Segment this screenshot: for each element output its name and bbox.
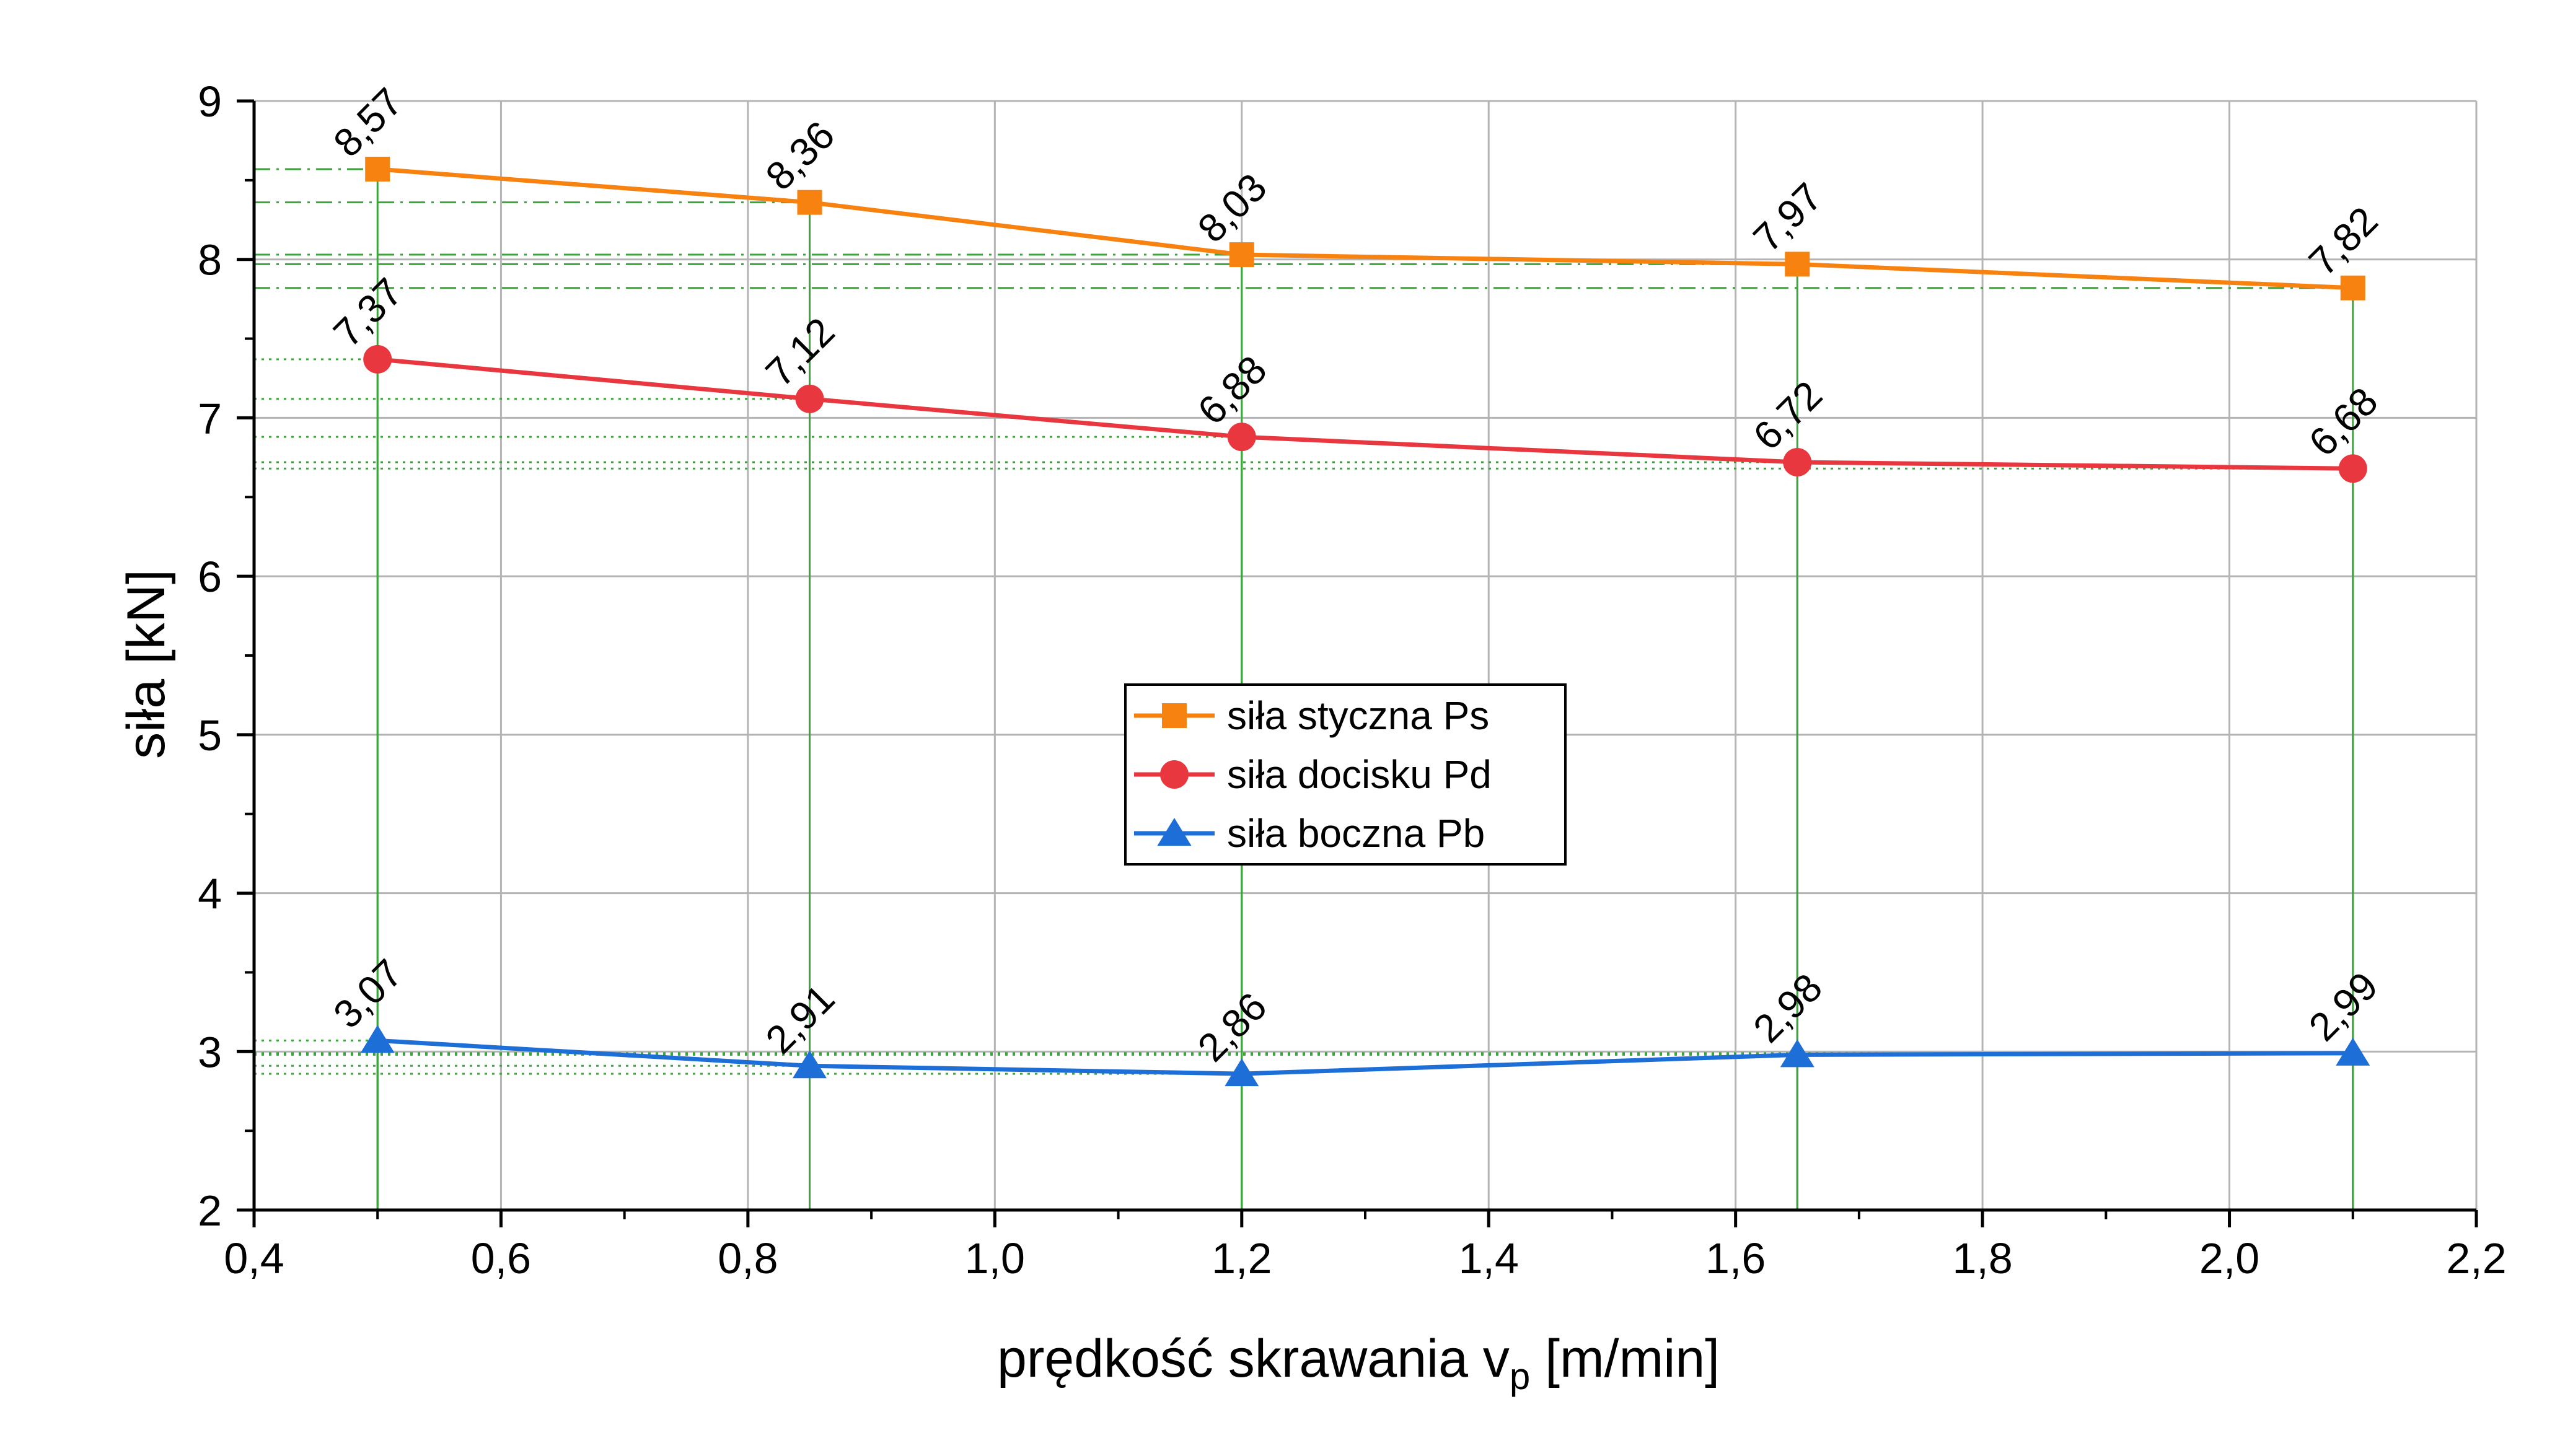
series-line-1	[377, 167, 2353, 291]
data-label: 6,88	[1189, 347, 1275, 433]
data-label: 7,37	[325, 270, 411, 356]
data-point-triangle	[1780, 1039, 1814, 1068]
data-label: 7,97	[1744, 174, 1831, 260]
grid-layer	[253, 100, 2478, 1211]
x-tick-label: 2,0	[2199, 1234, 2259, 1283]
y-tick-label: 2	[198, 1186, 222, 1235]
x-axis-title: prędkość skrawania vp [m/min]	[997, 1329, 1720, 1397]
x-tick-label: 1,8	[1952, 1234, 2012, 1283]
series-line-2	[377, 357, 2353, 471]
data-point-square	[1785, 252, 1810, 277]
x-tick-label: 0,6	[471, 1234, 531, 1283]
x-tick-label: 1,4	[1459, 1234, 1519, 1283]
data-point-circle	[1783, 448, 1812, 477]
data-label: 7,82	[2300, 198, 2386, 284]
y-tick-label: 4	[198, 870, 222, 918]
data-label: 8,03	[1189, 165, 1275, 251]
x-tick-label: 2,2	[2446, 1234, 2506, 1283]
data-label: 7,12	[757, 309, 843, 395]
data-point-square	[1229, 242, 1254, 268]
legend-marker-square	[1162, 703, 1187, 728]
data-point-circle	[363, 344, 392, 374]
data-point-triangle	[1225, 1058, 1259, 1087]
data-point-square	[2340, 275, 2365, 300]
data-point-circle	[1227, 423, 1256, 452]
data-point-triangle	[360, 1025, 395, 1053]
data-label: 2,86	[1189, 984, 1275, 1070]
series-layer	[360, 156, 2370, 1087]
data-point-square	[365, 156, 390, 182]
data-point-circle	[2338, 454, 2367, 483]
legend-label: siła boczna Pb	[1227, 811, 1485, 856]
data-label: 3,07	[325, 950, 411, 1037]
data-labels-layer: 8,57 8,36 8,03 7,97 7,82 7,37 7,12 6,88 6,72 6,68…	[325, 79, 2386, 1070]
y-tick-label: 8	[198, 236, 222, 284]
axes-layer: 0,4 0,6 0,8 1,0 1,2 1,4 1,6 1,8 2,0 2,2 2 3 4 5 6 7 8 9	[198, 77, 2507, 1283]
legend-label: siła styczna Ps	[1227, 693, 1489, 738]
y-axis-title: siła [kN]	[117, 569, 176, 759]
y-tick-label: 5	[198, 711, 222, 760]
legend: siła styczna Ps siła docisku Pd siła boczn…	[1124, 683, 1567, 866]
data-point-triangle	[2336, 1037, 2370, 1066]
data-point-circle	[795, 384, 824, 413]
legend-marker-circle	[1160, 760, 1189, 789]
y-tick-label: 7	[198, 394, 222, 442]
x-tick-label: 1,0	[965, 1234, 1025, 1283]
x-axis-title-unit: [m/min]	[1530, 1329, 1720, 1388]
legend-label: siła docisku Pd	[1227, 752, 1492, 797]
x-tick-label: 0,4	[224, 1234, 284, 1283]
x-axis-title-subscript: p	[1510, 1356, 1530, 1397]
data-label: 2,99	[2300, 963, 2386, 1050]
data-label: 2,91	[757, 976, 843, 1062]
series-line-3	[377, 1038, 2353, 1076]
data-label: 2,98	[1744, 965, 1831, 1051]
data-point-square	[797, 190, 822, 215]
data-label: 8,57	[325, 79, 411, 165]
x-axis-title-main: prędkość skrawania v	[997, 1329, 1510, 1388]
data-label: 6,68	[2300, 379, 2386, 465]
data-label: 6,72	[1744, 372, 1831, 458]
data-point-triangle	[793, 1050, 827, 1079]
data-label: 8,36	[757, 113, 843, 199]
y-tick-label: 9	[198, 77, 222, 126]
legend-marker-triangle	[1157, 818, 1192, 846]
x-tick-label: 0,8	[718, 1234, 778, 1283]
x-tick-label: 1,2	[1212, 1234, 1272, 1283]
x-tick-label: 1,6	[1705, 1234, 1766, 1283]
y-tick-label: 3	[198, 1028, 222, 1076]
y-tick-label: 6	[198, 553, 222, 601]
